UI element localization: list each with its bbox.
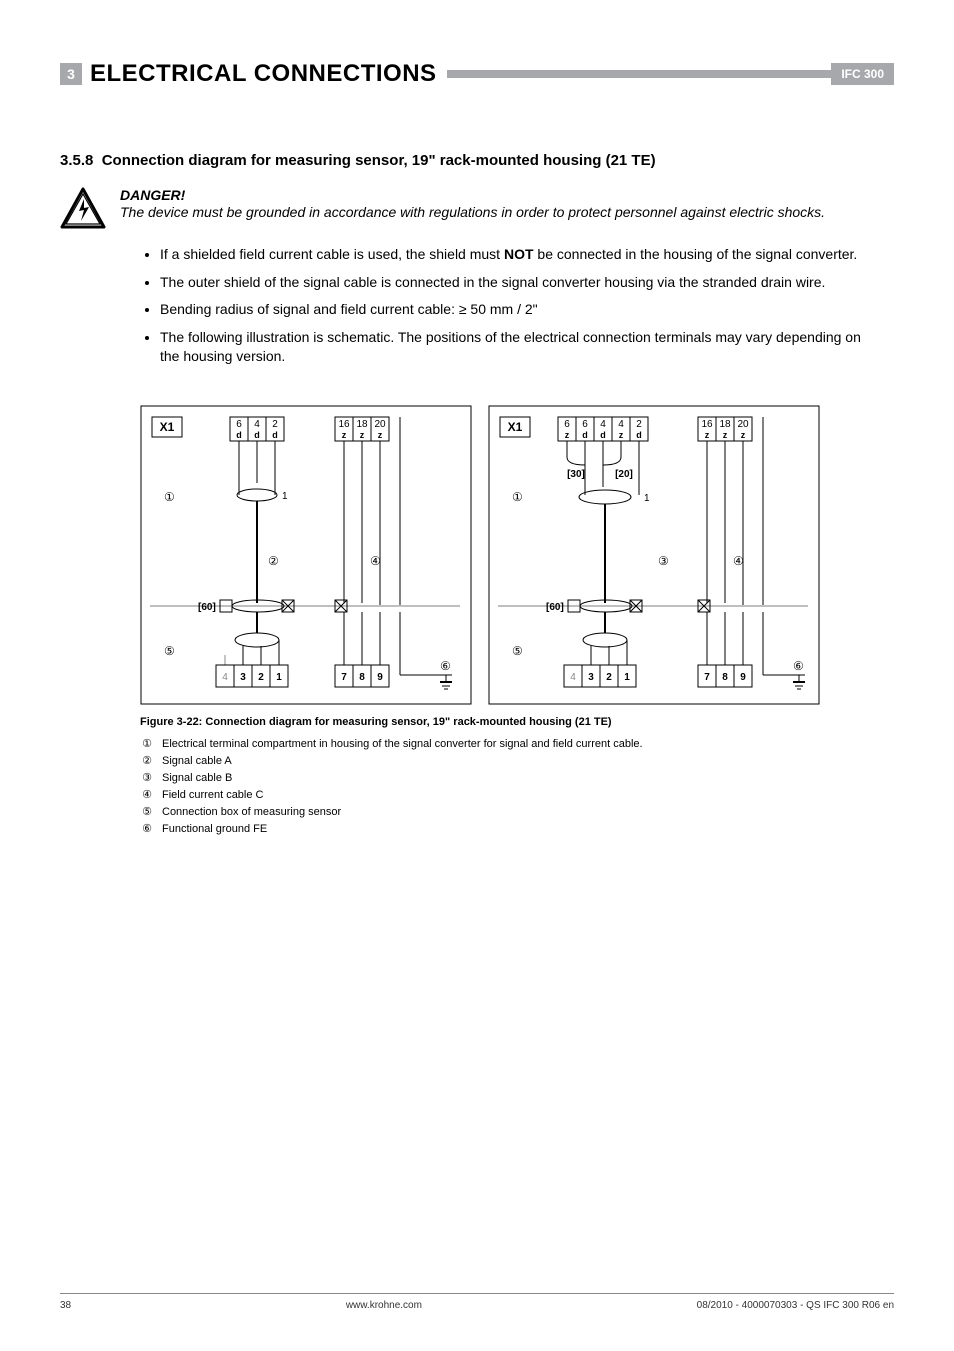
svg-text:9: 9 [377,672,383,683]
svg-text:1: 1 [276,672,282,683]
section-heading: 3.5.8 Connection diagram for measuring s… [60,152,894,169]
svg-text:4: 4 [600,419,606,430]
svg-text:7: 7 [704,672,710,683]
svg-text:z: z [619,430,624,440]
legend-row: ①Electrical terminal compartment in hous… [140,736,864,753]
svg-text:20: 20 [374,419,386,430]
bullet-item: If a shielded field current cable is use… [160,245,864,265]
chapter-number-badge: 3 [60,63,82,85]
legend-row: ②Signal cable A [140,753,864,770]
svg-text:8: 8 [359,672,365,683]
legend-row: ⑤Connection box of measuring sensor [140,804,864,821]
svg-text:1: 1 [624,672,630,683]
svg-text:9: 9 [740,672,746,683]
document-code-badge: IFC 300 [831,63,894,85]
svg-text:1: 1 [282,491,288,502]
svg-text:d: d [272,430,278,440]
svg-text:z: z [342,430,347,440]
page-footer: 38 www.krohne.com 08/2010 - 4000070303 -… [60,1293,894,1311]
svg-text:z: z [741,430,746,440]
svg-text:7: 7 [341,672,347,683]
svg-text:d: d [254,430,260,440]
svg-text:z: z [378,430,383,440]
bullet-item: The following illustration is schematic.… [160,328,864,367]
svg-text:X1: X1 [160,420,175,434]
svg-text:2: 2 [606,672,612,683]
legend-row: ③Signal cable B [140,770,864,787]
figure-caption: Figure 3-22: Connection diagram for meas… [140,716,864,728]
svg-text:z: z [705,430,710,440]
danger-body: The device must be grounded in accordanc… [120,203,894,222]
section-number: 3.5.8 [60,152,93,169]
svg-text:6: 6 [582,419,588,430]
svg-text:①: ① [164,490,175,504]
svg-text:z: z [360,430,365,440]
svg-text:d: d [600,430,606,440]
svg-text:X1: X1 [508,420,523,434]
svg-text:6: 6 [564,419,570,430]
svg-text:[60]: [60] [198,602,216,613]
svg-text:①: ① [512,490,523,504]
svg-text:18: 18 [719,419,731,430]
svg-text:⑥: ⑥ [440,659,451,673]
svg-text:3: 3 [588,672,594,683]
svg-text:4: 4 [222,672,228,683]
svg-text:②: ② [268,554,279,568]
svg-text:④: ④ [733,554,744,568]
svg-text:[30]: [30] [567,469,585,480]
svg-text:18: 18 [356,419,368,430]
svg-text:16: 16 [338,419,350,430]
legend-row: ④Field current cable C [140,787,864,804]
svg-text:⑥: ⑥ [793,659,804,673]
footer-revision: 08/2010 - 4000070303 - QS IFC 300 R06 en [697,1300,894,1311]
svg-text:⑤: ⑤ [164,644,175,658]
chapter-title: ELECTRICAL CONNECTIONS [90,60,447,88]
section-title: Connection diagram for measuring sensor,… [102,152,656,169]
danger-block: DANGER! The device must be grounded in a… [60,187,894,229]
svg-text:d: d [636,430,642,440]
header-rule [447,70,832,78]
bullet-item: Bending radius of signal and field curre… [160,300,864,320]
svg-text:4: 4 [570,672,576,683]
svg-text:2: 2 [272,419,278,430]
svg-text:2: 2 [636,419,642,430]
footer-url: www.krohne.com [346,1300,422,1311]
svg-text:3: 3 [240,672,246,683]
svg-text:z: z [565,430,570,440]
svg-text:③: ③ [658,554,669,568]
svg-text:8: 8 [722,672,728,683]
page-number: 38 [60,1300,71,1311]
svg-text:4: 4 [618,419,624,430]
svg-text:16: 16 [701,419,713,430]
danger-icon [60,187,106,229]
svg-text:1: 1 [644,493,650,504]
bullet-list: If a shielded field current cable is use… [160,245,864,375]
svg-text:⑤: ⑤ [512,644,523,658]
legend-row: ⑥Functional ground FE [140,821,864,838]
svg-text:d: d [236,430,242,440]
svg-text:6: 6 [236,419,242,430]
svg-text:2: 2 [258,672,264,683]
svg-text:20: 20 [737,419,749,430]
danger-title: DANGER! [120,187,894,203]
figure: X1 6 4 2 d d d 16 18 20 z [140,405,864,838]
figure-legend: ①Electrical terminal compartment in hous… [140,736,864,838]
connection-diagram: X1 6 4 2 d d d 16 18 20 z [140,405,820,705]
svg-text:[60]: [60] [546,602,564,613]
svg-text:z: z [723,430,728,440]
svg-text:4: 4 [254,419,260,430]
page-header: 3 ELECTRICAL CONNECTIONS IFC 300 [60,60,894,88]
svg-text:④: ④ [370,554,381,568]
bullet-item: The outer shield of the signal cable is … [160,273,864,293]
svg-text:d: d [582,430,588,440]
svg-text:[20]: [20] [615,469,633,480]
